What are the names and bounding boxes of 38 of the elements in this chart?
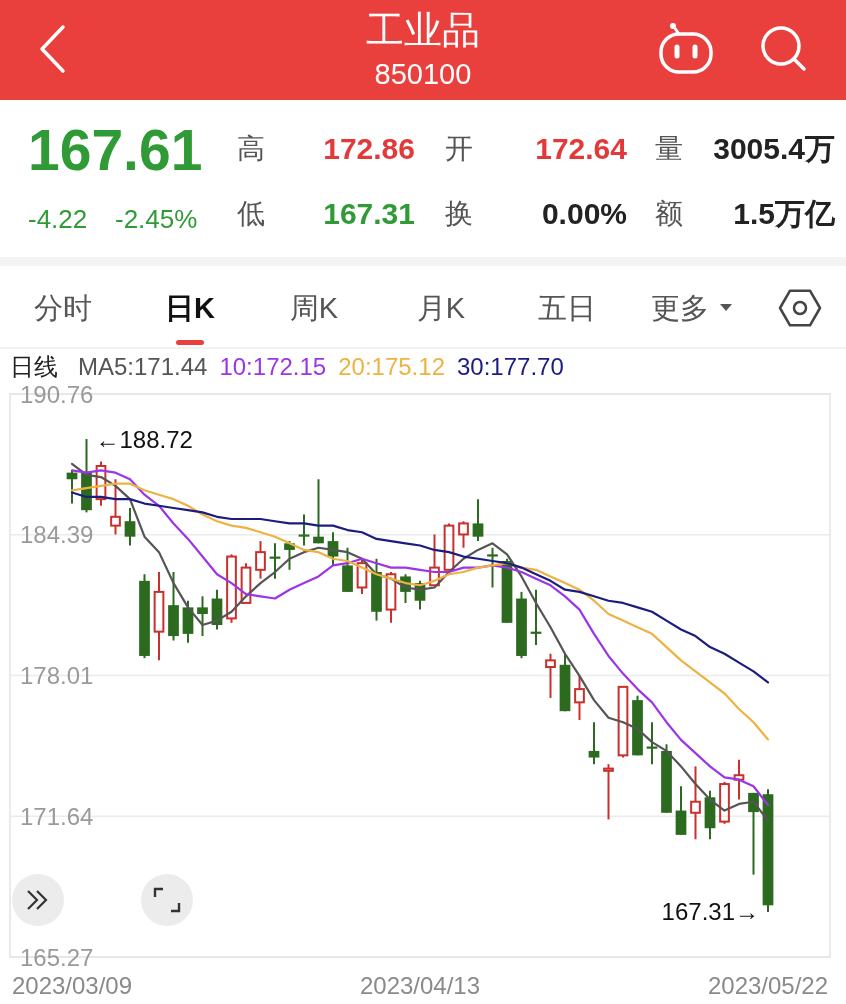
y-tick-label: 190.76 bbox=[20, 380, 94, 408]
annotation: -4.22 bbox=[28, 204, 88, 234]
y-tick-label: 184.39 bbox=[20, 521, 94, 549]
y-tick-label: 171.64 bbox=[20, 802, 94, 830]
annotation: 167.61 bbox=[28, 118, 203, 182]
annotation: ←188.72 bbox=[95, 425, 193, 453]
y-tick-label: 178.01 bbox=[20, 662, 94, 690]
annotation: 172.86 bbox=[323, 131, 415, 165]
annotation: 日K bbox=[165, 292, 215, 324]
title: 工业品 bbox=[366, 9, 480, 51]
annotation: 172.64 bbox=[535, 131, 627, 165]
legend-item: MA5:171.44 bbox=[78, 352, 208, 380]
annotation: 167.31→ bbox=[661, 898, 759, 926]
annotation: 月K bbox=[416, 292, 466, 324]
annotation: 3005.4万 bbox=[713, 131, 835, 165]
annotation: 量 bbox=[655, 132, 683, 164]
annotation: 开 bbox=[445, 132, 473, 164]
annotation: 高 bbox=[237, 132, 265, 164]
annotation: 五日 bbox=[538, 292, 596, 324]
annotation: 额 bbox=[655, 197, 683, 229]
annotation: 周K bbox=[289, 292, 339, 324]
legend-item: 30:177.70 bbox=[457, 352, 564, 380]
x-tick-label: 2023/03/09 bbox=[11, 971, 133, 999]
annotation: -2.45% bbox=[115, 204, 198, 234]
annotation: 低 bbox=[237, 197, 265, 229]
annotation: 0.00% bbox=[541, 196, 627, 230]
x-tick-label: 2023/04/13 bbox=[359, 971, 481, 999]
annotation: 分时 bbox=[34, 292, 92, 324]
y-tick-label: 165.27 bbox=[20, 943, 94, 971]
x-tick-label: 2023/05/22 bbox=[707, 971, 829, 999]
annotation: 167.31 bbox=[323, 196, 415, 230]
annotation: 换 bbox=[445, 197, 473, 229]
annotation: 更多 bbox=[651, 292, 709, 324]
annotation: 1.5万亿 bbox=[733, 196, 835, 230]
subtitle: 850100 bbox=[374, 58, 472, 90]
legend-item: 10:172.15 bbox=[219, 352, 327, 380]
legend-title: 日线 bbox=[10, 352, 58, 380]
legend-item: 20:175.12 bbox=[338, 352, 445, 380]
